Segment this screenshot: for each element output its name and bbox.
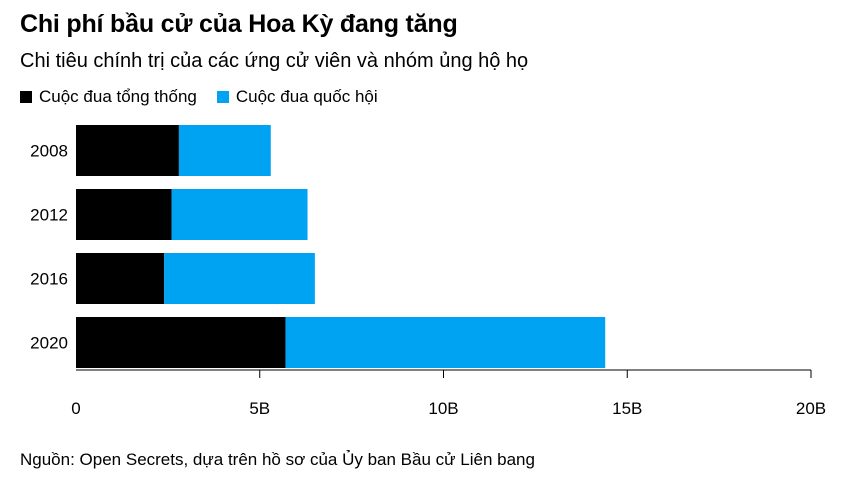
legend: Cuộc đua tổng thống Cuộc đua quốc hội	[20, 87, 398, 107]
x-tick-label: 15B	[612, 399, 642, 418]
bar-2016-presidential	[76, 253, 165, 304]
legend-item-congressional: Cuộc đua quốc hội	[216, 87, 378, 107]
x-tick-label: 0	[71, 399, 80, 418]
category-label-2016: 2016	[30, 270, 68, 289]
legend-label-congressional: Cuộc đua quốc hội	[235, 87, 378, 106]
bar-2008-presidential	[76, 125, 179, 176]
x-tick-label: 5B	[249, 399, 270, 418]
bar-2020-congressional	[285, 317, 606, 368]
x-tick-label: 20B	[796, 399, 826, 418]
x-tick-label: 10B	[428, 399, 458, 418]
bar-2012-presidential	[76, 189, 172, 240]
legend-swatch-presidential	[20, 91, 32, 103]
chart-subtitle: Chi tiêu chính trị của các ứng cử viên v…	[20, 50, 529, 72]
category-label-2020: 2020	[30, 334, 68, 353]
bar-2012-congressional	[171, 189, 308, 240]
legend-swatch-congressional	[216, 91, 229, 103]
bar-2008-congressional	[178, 125, 271, 176]
bar-2016-congressional	[164, 253, 315, 304]
legend-item-presidential: Cuộc đua tổng thống	[20, 87, 197, 107]
bar-2020-presidential	[76, 317, 286, 368]
source-note: Nguồn: Open Secrets, dựa trên hồ sơ của …	[20, 450, 535, 469]
category-label-2012: 2012	[30, 206, 68, 225]
category-label-2008: 2008	[30, 142, 68, 161]
legend-label-presidential: Cuộc đua tổng thống	[39, 87, 197, 106]
chart-title: Chi phí bầu cử của Hoa Kỳ đang tăng	[20, 10, 458, 38]
